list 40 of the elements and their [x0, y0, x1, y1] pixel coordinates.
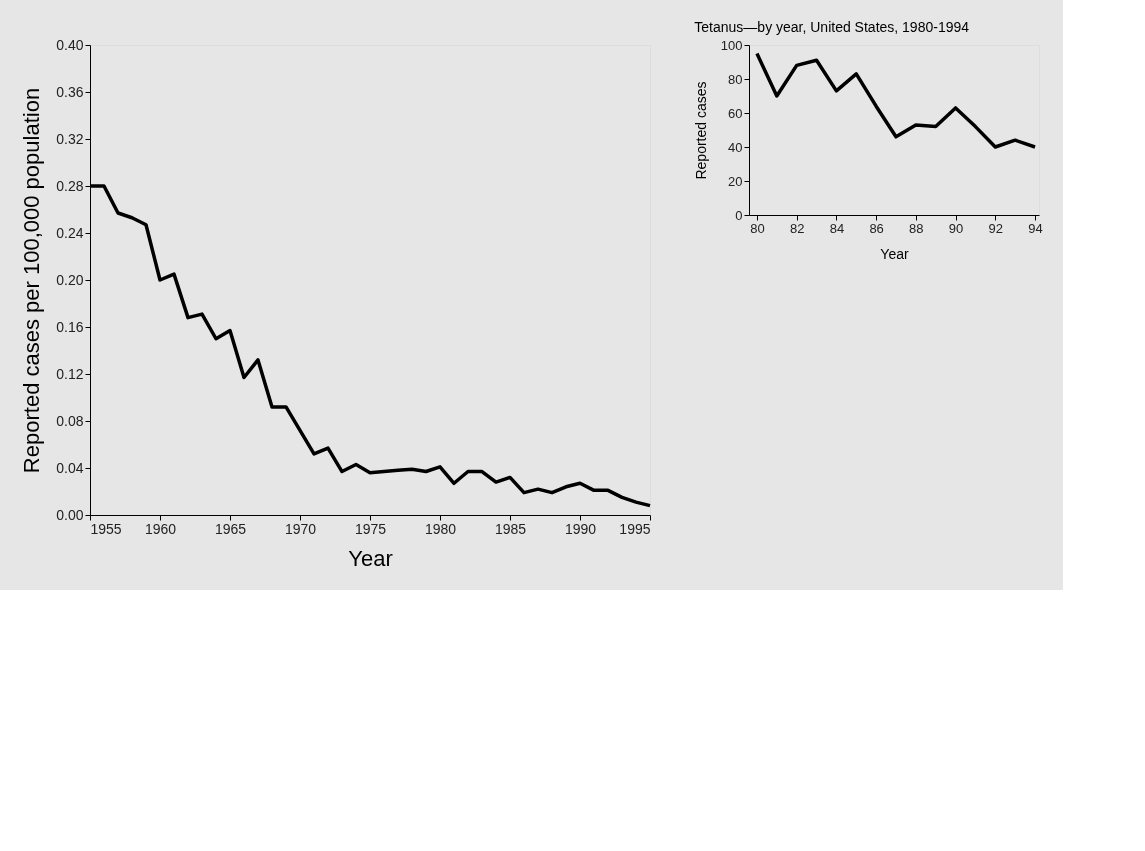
- x-tick-label: 90: [948, 220, 964, 236]
- y-tick-label: 0.24: [56, 224, 84, 241]
- chart-title: Tetanus—by year, United States, 1980-1994: [694, 19, 970, 35]
- y-tick-label: 60: [728, 105, 743, 121]
- x-axis-title: Year: [348, 545, 393, 571]
- y-tick-label: 0.28: [56, 177, 84, 194]
- y-tick-label: 20: [728, 173, 743, 189]
- x-tick-label: 1975: [354, 520, 387, 537]
- y-tick-label: 0.08: [56, 412, 84, 429]
- x-tick-label: 1995: [619, 520, 651, 537]
- x-tick-label: 94: [1028, 220, 1043, 236]
- x-tick-label: 92: [988, 220, 1004, 236]
- y-tick-label: 0.20: [56, 271, 84, 288]
- y-tick-label: 0.00: [56, 506, 84, 523]
- y-tick-label: 0.32: [56, 130, 84, 147]
- y-axis-title: Reported cases: [692, 81, 709, 180]
- y-tick-label: 0.36: [56, 83, 84, 100]
- y-tick-label: 40: [728, 139, 743, 155]
- x-tick-label: 1985: [494, 520, 527, 537]
- x-tick-label: 1980: [424, 520, 457, 537]
- x-tick-label: 86: [869, 220, 884, 236]
- y-tick-label: 0: [735, 207, 743, 223]
- x-tick-label: 1965: [214, 520, 247, 537]
- x-axis-title: Year: [880, 245, 909, 262]
- y-tick-label: 0.12: [56, 365, 84, 382]
- y-tick-label: 80: [728, 71, 743, 87]
- x-tick-label: 80: [750, 220, 765, 236]
- x-tick-label: 1960: [144, 520, 177, 537]
- x-tick-label: 1955: [90, 520, 122, 537]
- x-tick-label: 82: [789, 220, 805, 236]
- y-tick-label: 0.04: [56, 459, 84, 476]
- x-tick-label: 1990: [564, 520, 597, 537]
- y-tick-label: 0.40: [56, 36, 84, 53]
- y-tick-label: 0.16: [56, 318, 84, 335]
- line-series: [755, 51, 1037, 149]
- x-tick-label: 1970: [284, 520, 317, 537]
- y-axis-title: Reported cases per 100,000 population: [19, 87, 45, 474]
- x-tick-label: 84: [829, 220, 845, 236]
- y-tick-label: 100: [720, 37, 743, 53]
- x-tick-label: 88: [909, 220, 924, 236]
